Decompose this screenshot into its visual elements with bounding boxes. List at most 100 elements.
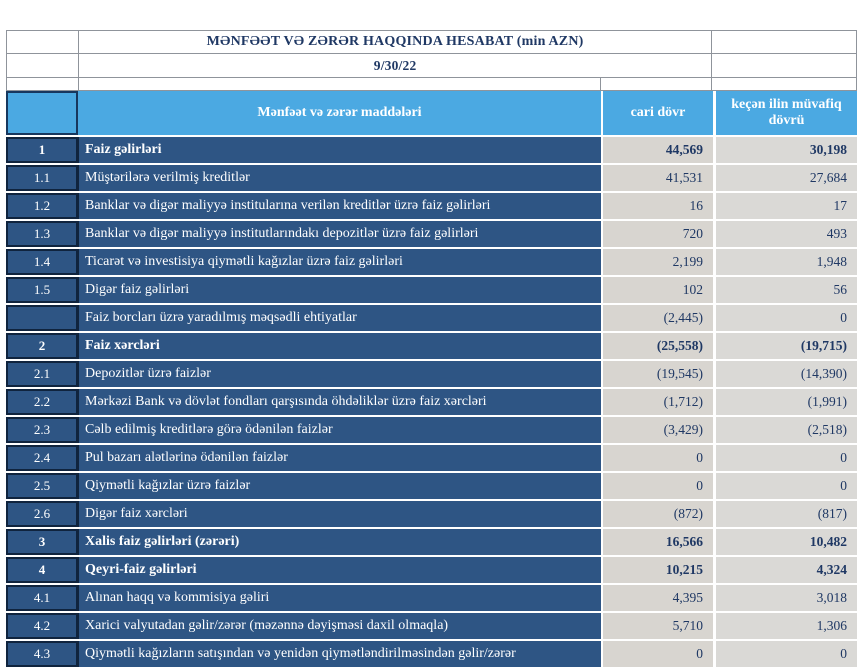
row-previous-value-cell: (817) [713,501,857,527]
row-current-value-cell: (19,545) [601,361,713,387]
report-date-cell: 9/30/22 [78,54,713,78]
row-number-cell: 2.4 [6,445,78,471]
row-number-cell: 1.5 [6,277,78,303]
table-row: 1.5 Digər faiz gəlirləri 102 56 [6,277,857,303]
row-label-cell: Xalis faiz gəlirləri (zərəri) [78,529,601,555]
row-current-value-cell: (872) [601,501,713,527]
table-row: 2.4 Pul bazarı alətlərinə ödənilən faizlə… [6,445,857,471]
report-title: MƏNFƏƏT VƏ ZƏRƏR HAQQINDA HESABAT (min A… [206,34,584,49]
row-number-cell: 4.2 [6,613,78,639]
table-row: 4.2 Xarici valyutadan gəlir/zərər (məzənn… [6,613,857,639]
row-current-value-cell: 0 [601,445,713,471]
table-row: Faiz borcları üzrə yaradılmış məqsədli e… [6,305,857,331]
row-previous-value-cell: 56 [713,277,857,303]
table-row: 2.5 Qiymətli kağızlar üzrə faizlər 0 0 [6,473,857,499]
row-previous-value-cell: (19,715) [713,333,857,359]
row-current-value-cell: 0 [601,473,713,499]
items-column-header: Mənfəət və zərər maddələri [78,91,601,135]
row-previous-value-cell: 0 [713,473,857,499]
row-number-cell: 2.3 [6,417,78,443]
table-row: 1.4 Ticarət və investisiya qiymətli kağız… [6,249,857,275]
row-label-cell: Digər faiz xərcləri [78,501,601,527]
row-label-cell: Qiymətli kağızlar üzrə faizlər [78,473,601,499]
report-title-cell: MƏNFƏƏT VƏ ZƏRƏR HAQQINDA HESABAT (min A… [78,31,713,54]
row-label-cell: Alınan haqq və kommisiya gəliri [78,585,601,611]
row-number-cell: 4.1 [6,585,78,611]
row-number-cell: 1.4 [6,249,78,275]
row-current-value-cell: 41,531 [601,165,713,191]
row-label-cell: Cəlb edilmiş kreditlərə görə ödənilən fa… [78,417,601,443]
date-row-empty-left-cell [7,54,79,78]
table-row: 2.6 Digər faiz xərcləri (872) (817) [6,501,857,527]
row-current-value-cell: 10,215 [601,557,713,583]
row-current-value-cell: (25,558) [601,333,713,359]
row-previous-value-cell: (2,518) [713,417,857,443]
row-number-cell: 2.5 [6,473,78,499]
row-current-value-cell: 16,566 [601,529,713,555]
row-previous-value-cell: (1,991) [713,389,857,415]
row-label-cell: Banklar və digər maliyyə institutlarında… [78,221,601,247]
row-previous-value-cell: 493 [713,221,857,247]
row-current-value-cell: 720 [601,221,713,247]
column-header-row: Mənfəət və zərər maddələri cari dövr keç… [6,91,857,135]
row-number-cell: 1.1 [6,165,78,191]
row-label-cell: Qeyri-faiz gəlirləri [78,557,601,583]
row-label-cell: Pul bazarı alətlərinə ödənilən faizlər [78,445,601,471]
row-number-cell: 2 [6,333,78,359]
title-row-empty-right-cell [712,31,856,54]
table-row: 1.1 Müştərilərə verilmiş kreditlər 41,531 2… [6,165,857,191]
row-label-cell: Faiz borcları üzrə yaradılmış məqsədli e… [78,305,601,331]
row-previous-value-cell: 30,198 [713,137,857,163]
row-number-cell: 4.3 [6,641,78,667]
row-current-value-cell: 44,569 [601,137,713,163]
row-previous-value-cell: 1,306 [713,613,857,639]
row-current-value-cell: 16 [601,193,713,219]
report-header-block: MƏNFƏƏT VƏ ZƏRƏR HAQQINDA HESABAT (min A… [6,30,857,91]
report-table: MƏNFƏƏT VƏ ZƏRƏR HAQQINDA HESABAT (min A… [6,30,857,669]
spacer-row [7,78,856,91]
row-label-cell: Qiymətli kağızların satışından və yenidə… [78,641,601,667]
current-period-column-header: cari dövr [601,91,713,135]
table-row: 4.1 Alınan haqq və kommisiya gəliri 4,395 3… [6,585,857,611]
row-label-cell: Banklar və digər maliyyə institularına v… [78,193,601,219]
row-previous-value-cell: 27,684 [713,165,857,191]
row-previous-value-cell: 0 [713,445,857,471]
row-number-cell: 4 [6,557,78,583]
row-label-cell: Müştərilərə verilmiş kreditlər [78,165,601,191]
table-row: 4.3 Qiymətli kağızların satışından və yen… [6,641,857,667]
row-label-cell: Faiz xərcləri [78,333,601,359]
row-previous-value-cell: 10,482 [713,529,857,555]
date-row: 9/30/22 [7,54,856,78]
table-row: 2.1 Depozitlər üzrə faizlər (19,545) (14,39… [6,361,857,387]
row-number-cell: 1.3 [6,221,78,247]
row-previous-value-cell: 1,948 [713,249,857,275]
spacer-cell [712,78,856,91]
previous-period-column-header: keçən ilin müvafiq dövrü [713,91,857,135]
row-number-cell: 1 [6,137,78,163]
table-row: 1 Faiz gəlirləri 44,569 30,198 [6,137,857,163]
row-current-value-cell: 102 [601,277,713,303]
table-row: 2.3 Cəlb edilmiş kreditlərə görə ödənilən… [6,417,857,443]
row-previous-value-cell: 3,018 [713,585,857,611]
row-previous-value-cell: 0 [713,641,857,667]
title-row-empty-left-cell [7,31,79,54]
row-number-cell: 2.2 [6,389,78,415]
table-row: 1.3 Banklar və digər maliyyə institutları… [6,221,857,247]
spacer-cell [78,78,601,91]
table-row: 1.2 Banklar və digər maliyyə instituların… [6,193,857,219]
row-number-cell: 3 [6,529,78,555]
table-row: 2.2 Mərkəzi Bank və dövlət fondları qarşı… [6,389,857,415]
row-label-cell: Faiz gəlirləri [78,137,601,163]
table-body: 1 Faiz gəlirləri 44,569 30,198 1.1 Müştərilər… [6,137,857,669]
table-row: 2 Faiz xərcləri (25,558) (19,715) [6,333,857,359]
row-number-cell: 1.2 [6,193,78,219]
spacer-cell [7,78,79,91]
row-current-value-cell: 5,710 [601,613,713,639]
row-label-cell: Digər faiz gəlirləri [78,277,601,303]
row-current-value-cell: 2,199 [601,249,713,275]
row-previous-value-cell: (14,390) [713,361,857,387]
row-previous-value-cell: 17 [713,193,857,219]
row-current-value-cell: 4,395 [601,585,713,611]
row-number-cell: 2.1 [6,361,78,387]
